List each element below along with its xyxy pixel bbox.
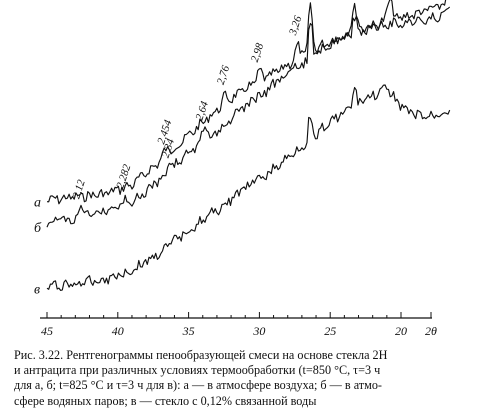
- caption-line-4: сфере водяных паров; в — стекло с 0,12% …: [14, 393, 317, 408]
- x-tick-label-1: 40: [112, 324, 124, 338]
- traces-group: [46, 0, 451, 291]
- peak-label-0: 2,12: [70, 178, 88, 200]
- trace-b: [46, 6, 451, 228]
- curve-label-b: б: [34, 221, 42, 236]
- x-tick-label-0: 45: [41, 324, 53, 338]
- x-tick-label-3: 30: [252, 324, 265, 338]
- trace-v: [46, 84, 451, 291]
- x-tick-label-4: 25: [324, 324, 336, 338]
- x-ticks-group: 45 40 35 30 25 20 2θ: [41, 312, 437, 338]
- figure-caption: Рис. 3.22. Рентгенограммы пенообразующей…: [14, 348, 488, 409]
- peak-label-3: 2,34: [160, 137, 178, 159]
- caption-line-2: и антрацита при различных условиях термо…: [14, 363, 381, 378]
- caption-line-1: Рис. 3.22. Рентгенограммы пенообразующей…: [14, 348, 388, 362]
- curve-label-a: а: [34, 196, 41, 211]
- curve-labels-group: аб в: [34, 196, 42, 298]
- x-tick-label-5: 20: [395, 324, 407, 338]
- curve-label-v: в: [34, 282, 40, 297]
- x-tick-label-6: 2θ: [425, 324, 437, 338]
- peak-label-5: 2,76: [215, 64, 233, 86]
- xrd-chart: 2,122,2822,4542,342,642,762,983,263,373,…: [34, 0, 451, 338]
- peak-label-6: 2,98: [249, 41, 267, 63]
- trace-a: [46, 0, 447, 205]
- x-tick-label-2: 35: [182, 324, 195, 338]
- peak-label-7: 3,26: [287, 14, 305, 37]
- caption-line-3: для а, б; t=825 °С и τ=3 ч для в): а — в…: [14, 378, 382, 393]
- peak-label-4: 2,64: [194, 99, 212, 121]
- peak-labels-group: 2,122,2822,4542,342,642,762,983,263,373,…: [70, 14, 305, 200]
